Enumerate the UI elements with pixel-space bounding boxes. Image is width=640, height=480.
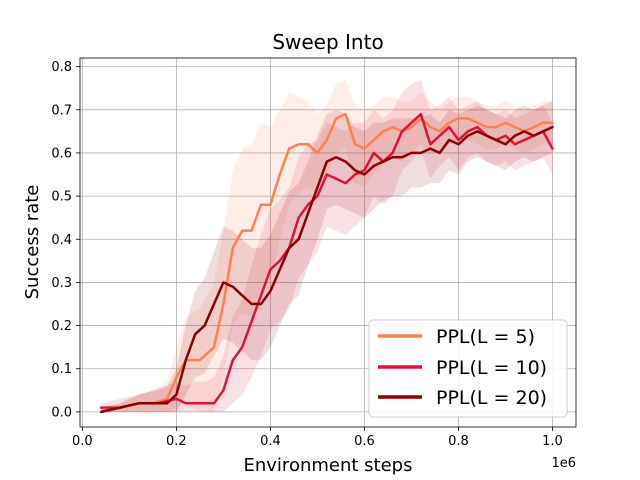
series-line-1 [99,112,554,409]
x-tick-label: 0.4 [260,434,281,449]
series-lines [99,112,554,414]
confidence-band-series-1 [101,79,553,412]
x-axis-label: Environment steps [244,455,413,476]
chart-title: Sweep Into [272,30,383,54]
y-tick-label: 0.7 [51,103,72,118]
y-tick-label: 0.4 [51,233,72,248]
y-tick-label: 0.3 [51,276,72,291]
confidence-band-series-0 [101,79,553,412]
series-line-0 [99,112,554,414]
y-tick-label: 0.8 [51,60,72,75]
y-tick-label: 0.0 [51,405,72,420]
x-tick-label: 0.0 [72,434,93,449]
confidence-band-series-2 [101,101,553,412]
plot-frame [79,57,577,428]
x-tick-label: 0.8 [448,434,469,449]
x-tick-label: 1.0 [542,434,563,449]
y-tick-label: 0.1 [51,362,72,377]
series-line-2 [99,125,554,414]
y-tick-label: 0.5 [51,190,72,205]
legend: PPL(L = 5) PPL(L = 10) PPL(L = 20) [368,319,568,418]
legend-label-ppl-l10: PPL(L = 10) [436,357,547,379]
legend-box [368,319,568,418]
x-tick-label: 0.2 [166,434,187,449]
legend-label-ppl-l20: PPL(L = 20) [436,387,547,409]
legend-label-ppl-l5: PPL(L = 5) [436,326,535,348]
y-tick-label: 0.2 [51,319,72,334]
x-tick-label: 0.6 [354,434,375,449]
y-tick-label: 0.6 [51,146,72,161]
y-axis-label: Success rate [22,185,43,300]
x-axis-offset-label: 1e6 [551,456,576,471]
axis-ticks: 0.0 0.2 0.4 0.6 0.8 1.0 0.0 0.1 0.2 0.3 0.4 0.5 0.6 0… [51,60,563,449]
confidence-bands [101,79,553,412]
